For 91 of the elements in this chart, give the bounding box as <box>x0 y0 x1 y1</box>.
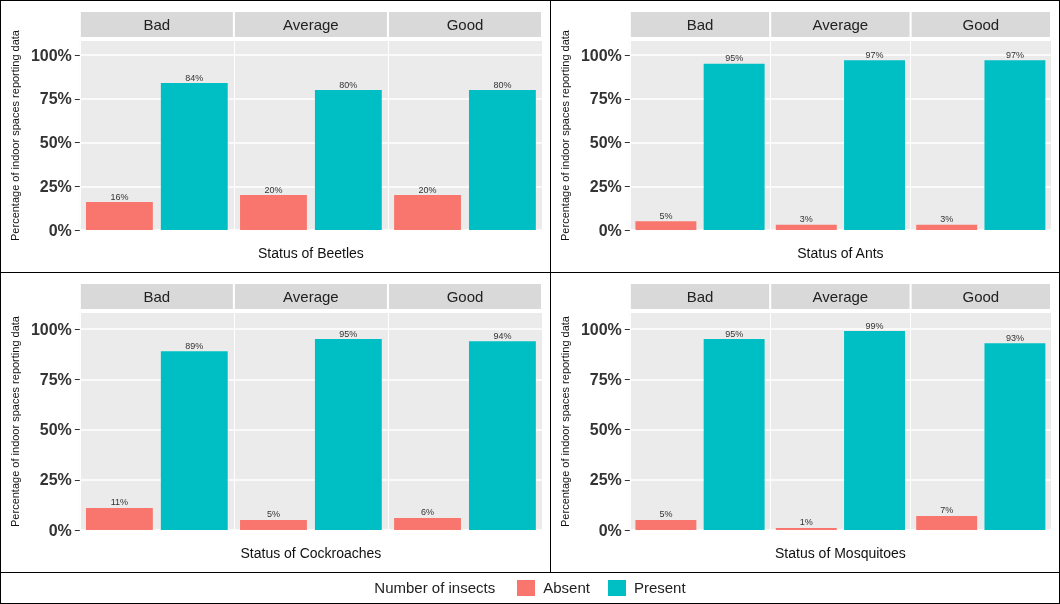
x-axis-title: Status of Beetles <box>257 245 364 261</box>
legend-label: Absent <box>543 579 590 596</box>
data-label: 93% <box>1005 332 1024 343</box>
bar <box>703 63 765 230</box>
bar <box>984 343 1046 530</box>
y-axis-title: Percentage of indoor spaces reporting data <box>558 29 571 241</box>
x-tick-label: Average <box>283 288 339 305</box>
y-tick-label: 50% <box>39 134 72 151</box>
y-tick-label: 25% <box>39 177 72 195</box>
data-label: 95% <box>339 328 358 339</box>
data-label: 5% <box>659 210 673 221</box>
y-tick-label: 75% <box>39 370 72 388</box>
bar <box>916 515 978 530</box>
data-label: 5% <box>266 509 280 520</box>
y-tick-label: 0% <box>48 521 72 539</box>
x-axis-title: Status of Ants <box>797 245 884 261</box>
x-tick-label: Bad <box>686 16 714 33</box>
y-axis-title: Percentage of indoor spaces reporting data <box>558 315 571 527</box>
x-axis-title: Status of Mosquitoes <box>775 545 906 561</box>
data-label: 80% <box>493 79 512 90</box>
data-label: 97% <box>865 49 884 60</box>
x-tick-label: Bad <box>686 288 714 305</box>
bar <box>394 517 461 530</box>
bar <box>240 519 307 530</box>
y-tick-label: 100% <box>580 46 622 64</box>
data-label: 3% <box>799 214 813 225</box>
x-tick-label: Bad <box>143 288 171 305</box>
x-tick-label: Good <box>962 16 1000 33</box>
y-tick-label: 25% <box>39 471 72 489</box>
x-axis-title: Status of Cockroaches <box>240 545 382 561</box>
x-tick-label: Bad <box>143 16 171 33</box>
data-label: 5% <box>659 509 673 520</box>
bar <box>85 202 153 230</box>
y-tick-label: 75% <box>589 90 622 108</box>
data-label: 95% <box>725 53 744 64</box>
y-tick-label: 75% <box>39 90 72 108</box>
data-label: 11% <box>110 497 129 508</box>
x-tick-label: Good <box>446 288 484 305</box>
bar <box>775 224 837 230</box>
bar <box>635 519 697 530</box>
x-tick-label: Average <box>812 288 869 305</box>
y-tick-label: 100% <box>580 320 622 338</box>
y-tick-label: 0% <box>598 521 622 539</box>
bar <box>984 60 1046 230</box>
data-label: 94% <box>493 330 512 341</box>
bar <box>916 224 978 230</box>
bar <box>314 90 382 230</box>
x-tick-label: Average <box>283 16 339 33</box>
y-axis-title: Percentage of indoor spaces reporting data <box>8 315 21 527</box>
bar <box>160 83 228 230</box>
bar <box>240 195 307 230</box>
x-tick-label: Good <box>962 288 1000 305</box>
bar <box>844 60 905 230</box>
data-label: 6% <box>421 507 435 518</box>
data-label: 97% <box>1005 49 1024 60</box>
data-label: 99% <box>865 320 884 331</box>
bar <box>160 351 228 530</box>
y-tick-label: 0% <box>48 221 72 239</box>
y-tick-label: 100% <box>30 46 72 64</box>
y-axis-title: Percentage of indoor spaces reporting data <box>8 29 21 241</box>
data-label: 84% <box>185 72 204 83</box>
bar <box>844 331 905 530</box>
bar <box>85 507 153 530</box>
x-tick-label: Average <box>812 16 869 33</box>
y-tick-label: 25% <box>589 471 622 489</box>
y-tick-label: 25% <box>589 177 622 195</box>
data-label: 3% <box>940 214 954 225</box>
bar <box>775 527 837 530</box>
bar <box>468 90 536 230</box>
data-label: 95% <box>725 328 744 339</box>
y-tick-label: 75% <box>589 370 622 388</box>
bar <box>468 341 536 530</box>
y-tick-label: 50% <box>589 421 622 439</box>
bar <box>314 339 382 530</box>
y-tick-label: 100% <box>30 320 72 338</box>
data-label: 16% <box>110 191 129 202</box>
x-tick-label: Good <box>446 16 484 33</box>
y-tick-label: 50% <box>39 421 72 439</box>
y-tick-label: 50% <box>589 134 622 151</box>
data-label: 89% <box>185 340 204 351</box>
data-label: 20% <box>264 184 283 195</box>
bar <box>635 221 697 230</box>
data-label: 80% <box>339 79 358 90</box>
data-label: 7% <box>940 505 954 516</box>
legend-label: Present <box>633 579 686 596</box>
bar <box>394 195 461 230</box>
y-tick-label: 0% <box>598 221 622 239</box>
legend-title: Number of insects <box>374 579 496 596</box>
bar <box>703 339 765 530</box>
data-label: 20% <box>418 184 437 195</box>
data-label: 1% <box>799 517 813 528</box>
